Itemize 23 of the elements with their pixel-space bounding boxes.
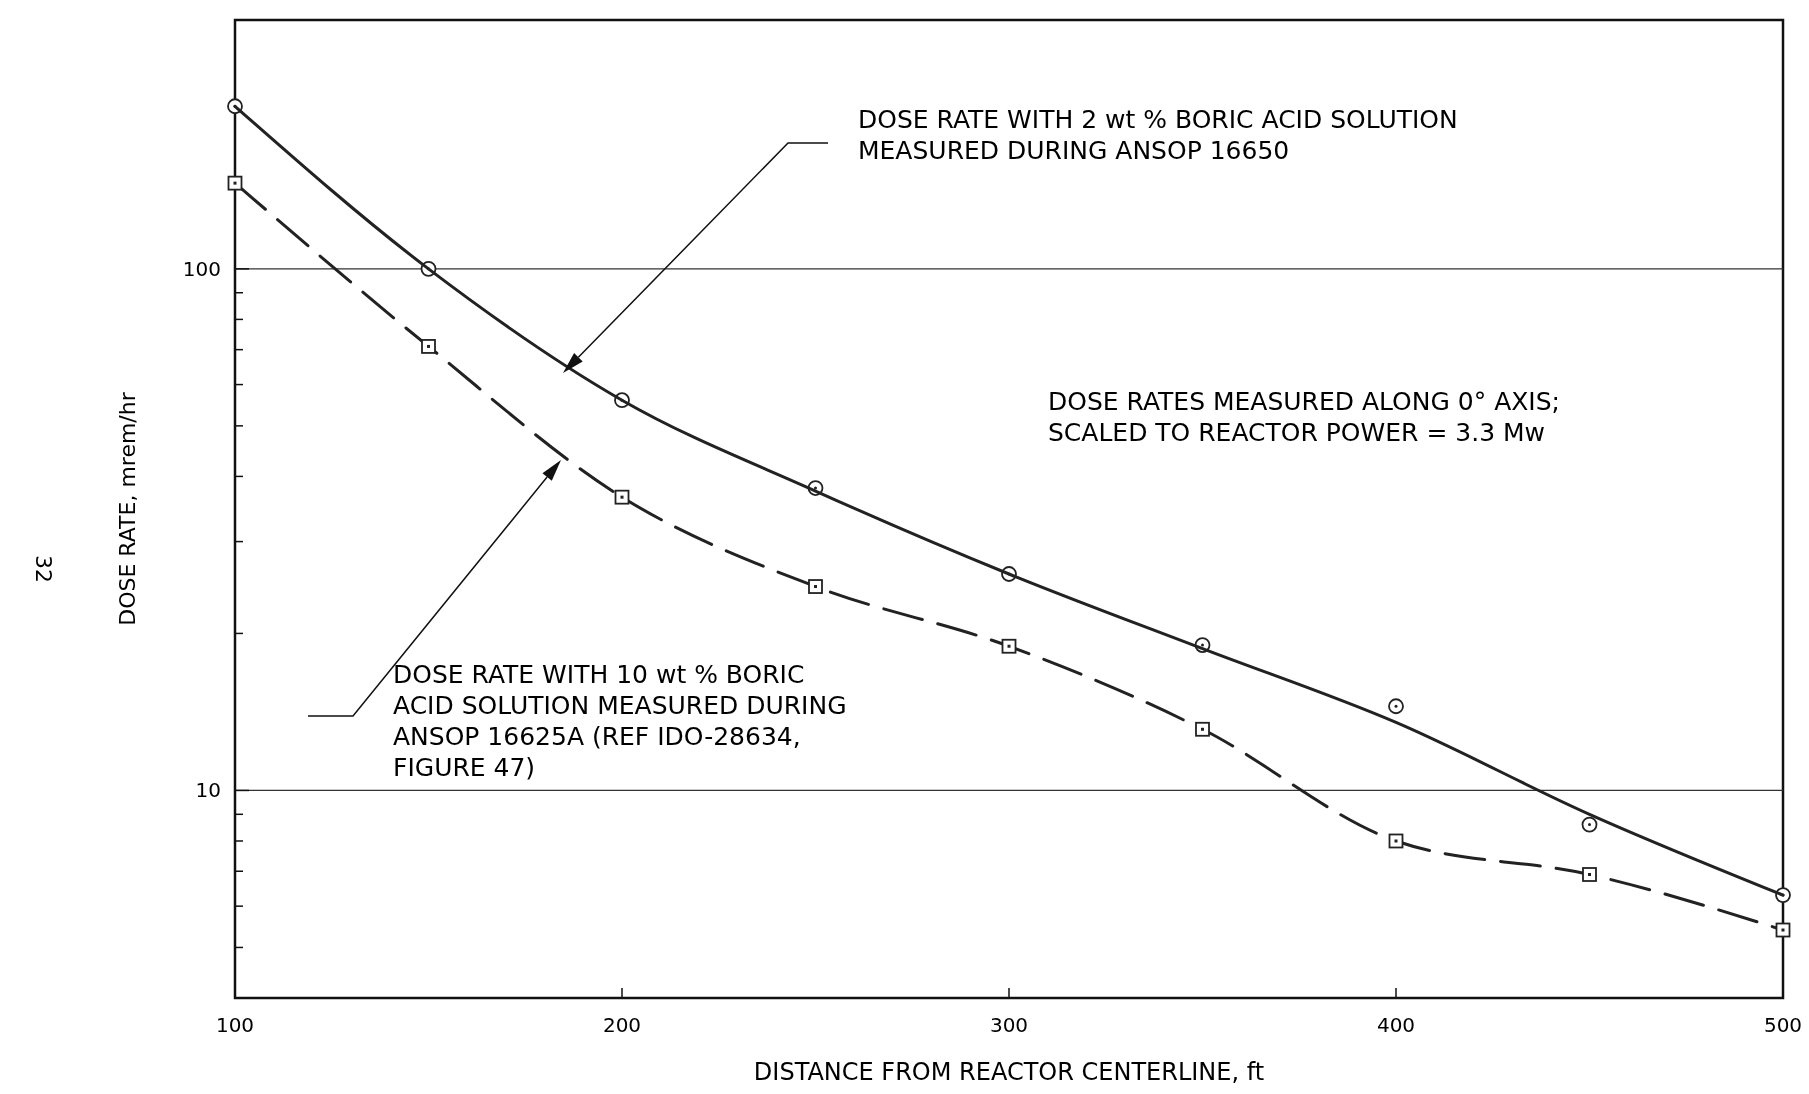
y-tick-label: 10 [195,778,221,803]
point [1388,833,1404,849]
x-tick-label: 300 [989,1013,1029,1037]
point [1581,816,1598,833]
x-axis-title: DISTANCE FROM REACTOR CENTERLINE, ft [753,1058,1265,1086]
point [1001,638,1017,654]
annotation: DOSE RATE WITH 10 wt % BORIC ACID SOLUTION MEASURED DURING ANSOP 16625A (REF IDO-28634, FIGURE 47) [393,660,847,782]
x-tick-label: 400 [1376,1013,1416,1037]
point [1388,698,1404,715]
text: 32 [31,555,56,583]
point [421,339,436,354]
y-axis-title: DOSE RATE, mrem/hr [115,391,140,626]
annotation: DOSE RATES MEASURED ALONG 0° AXIS; SCALED TO REACTOR POWER = 3.3 Mw [1048,387,1561,447]
point [1195,721,1210,737]
point [614,489,630,505]
x-tick-label: 500 [1763,1013,1803,1037]
x-tick-label: 200 [602,1013,642,1037]
point [227,175,243,191]
x-tick-label: 100 [215,1013,255,1037]
point [808,579,823,594]
point [1775,922,1791,938]
point [1582,867,1597,882]
annotation: DOSE RATE WITH 2 wt % BORIC ACID SOLUTION MEASURED DURING ANSOP 16650 [858,105,1458,165]
